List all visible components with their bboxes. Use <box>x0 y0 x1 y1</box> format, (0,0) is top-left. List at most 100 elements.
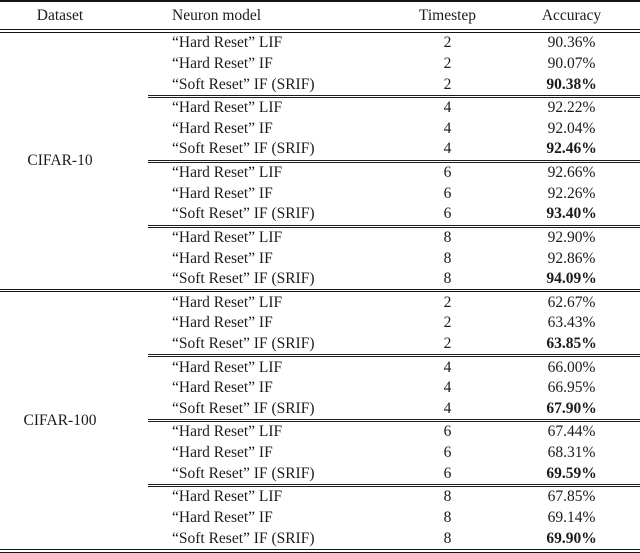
table-row: “Hard Reset” IF 4 92.04% <box>0 119 640 139</box>
timestep-cell: 6 <box>443 205 452 223</box>
timestep-cell: 8 <box>443 529 452 547</box>
accuracy-cell: 92.86% <box>547 249 596 267</box>
timestep-cell: 8 <box>443 270 452 288</box>
header-timestep: Timestep <box>400 1 495 33</box>
table-row: “Hard Reset” IF 2 90.07% <box>0 54 640 74</box>
timestep-cell: 2 <box>400 289 495 314</box>
neuron-model-cell: “Soft Reset” IF (SRIF) <box>172 270 315 288</box>
timestep-cell: 6 <box>400 159 495 184</box>
timestep-cell: 6 <box>400 419 495 443</box>
table-row: “Hard Reset” LIF 8 67.85% <box>0 483 640 508</box>
table-row: “Hard Reset” LIF 6 67.44% <box>0 419 640 443</box>
timestep-cell: 2 <box>443 54 452 72</box>
accuracy-cell: 92.66% <box>495 159 640 184</box>
table-row: “Hard Reset” IF 4 66.95% <box>0 378 640 398</box>
table-row: “Hard Reset” LIF 4 92.22% <box>0 94 640 119</box>
neuron-model-cell: “Hard Reset” LIF <box>148 354 400 378</box>
accuracy-cell: 94.09% <box>546 270 597 288</box>
accuracy-cell: 92.04% <box>547 119 596 137</box>
timestep-cell: 2 <box>443 314 452 332</box>
timestep-cell: 6 <box>443 184 452 202</box>
table-row: “Soft Reset” IF (SRIF) 2 90.38% <box>0 74 640 96</box>
neuron-model-cell: “Hard Reset” IF <box>172 379 273 397</box>
neuron-model-cell: “Hard Reset” IF <box>172 314 273 332</box>
header-neuron-model: Neuron model <box>148 1 400 33</box>
neuron-model-cell: “Soft Reset” IF (SRIF) <box>172 140 315 158</box>
timestep-cell: 4 <box>443 119 452 137</box>
dataset-cell: CIFAR-100 <box>0 289 148 551</box>
accuracy-cell: 66.00% <box>495 354 640 378</box>
accuracy-cell: 67.90% <box>546 399 597 417</box>
table-row: CIFAR-10 “Hard Reset” LIF 2 90.36% <box>0 31 640 169</box>
timestep-cell: 4 <box>443 140 452 158</box>
timestep-cell: 4 <box>443 379 452 397</box>
timestep-cell: 8 <box>400 224 495 249</box>
accuracy-cell: 68.31% <box>547 444 596 462</box>
timestep-cell: 2 <box>443 75 452 93</box>
neuron-model-cell: “Hard Reset” IF <box>172 184 273 202</box>
table-row: “Hard Reset” IF 8 92.86% <box>0 248 640 268</box>
table-row: “Soft Reset” IF (SRIF) 2 63.85% <box>0 334 640 356</box>
accuracy-cell: 92.46% <box>546 140 597 158</box>
accuracy-cell: 92.26% <box>547 184 596 202</box>
neuron-model-cell: “Hard Reset” IF <box>172 54 273 72</box>
table-row: “Hard Reset” IF 2 63.43% <box>0 313 640 333</box>
neuron-model-cell: “Soft Reset” IF (SRIF) <box>172 529 315 547</box>
table-row: “Soft Reset” IF (SRIF) 4 92.46% <box>0 139 640 161</box>
neuron-model-cell: “Soft Reset” IF (SRIF) <box>172 334 315 352</box>
neuron-model-cell: “Soft Reset” IF (SRIF) <box>172 399 315 417</box>
timestep-cell: 6 <box>443 464 452 482</box>
neuron-model-cell: “Hard Reset” LIF <box>148 224 400 249</box>
timestep-cell: 4 <box>400 94 495 119</box>
neuron-model-cell: “Hard Reset” IF <box>172 444 273 462</box>
table-row: CIFAR-100 “Hard Reset” LIF 2 62.67% <box>0 289 640 551</box>
neuron-model-cell: “Hard Reset” LIF <box>148 483 400 508</box>
table-row: “Soft Reset” IF (SRIF) 8 69.90% <box>0 528 640 551</box>
timestep-cell: 8 <box>443 249 452 267</box>
table-row: “Hard Reset” IF 6 68.31% <box>0 443 640 463</box>
header-row: Dataset Neuron model Timestep Accuracy <box>0 1 640 33</box>
timestep-cell: 4 <box>400 354 495 378</box>
accuracy-cell: 67.85% <box>495 483 640 508</box>
table-row: “Hard Reset” LIF 4 66.00% <box>0 354 640 378</box>
timestep-cell: 2 <box>443 334 452 352</box>
neuron-model-cell: “Hard Reset” IF <box>172 249 273 267</box>
accuracy-cell: 90.38% <box>546 75 597 93</box>
accuracy-cell: 69.14% <box>547 508 596 526</box>
neuron-model-cell: “Hard Reset” LIF <box>148 419 400 443</box>
header-dataset: Dataset <box>0 1 148 33</box>
accuracy-cell: 69.59% <box>546 464 597 482</box>
neuron-model-cell: “Hard Reset” LIF <box>148 289 400 314</box>
accuracy-cell: 63.85% <box>546 334 597 352</box>
neuron-model-cell: “Hard Reset” LIF <box>148 159 400 184</box>
accuracy-cell: 63.43% <box>547 314 596 332</box>
accuracy-cell: 62.67% <box>495 289 640 314</box>
dataset-cell: CIFAR-10 <box>27 152 93 170</box>
timestep-cell: 8 <box>443 508 452 526</box>
table-row: “Soft Reset” IF (SRIF) 6 93.40% <box>0 204 640 226</box>
table-row: “Soft Reset” IF (SRIF) 8 94.09% <box>0 269 640 291</box>
accuracy-cell: 66.95% <box>547 379 596 397</box>
neuron-model-cell: “Hard Reset” LIF <box>148 94 400 119</box>
neuron-model-cell: “Soft Reset” IF (SRIF) <box>172 205 315 223</box>
neuron-model-cell: “Hard Reset” IF <box>172 508 273 526</box>
accuracy-cell: 90.36% <box>547 34 596 52</box>
timestep-cell: 4 <box>443 399 452 417</box>
table-row: “Soft Reset” IF (SRIF) 6 69.59% <box>0 463 640 485</box>
timestep-cell: 8 <box>400 483 495 508</box>
table-row: “Hard Reset” IF 6 92.26% <box>0 183 640 203</box>
table-row: “Soft Reset” IF (SRIF) 4 67.90% <box>0 398 640 420</box>
neuron-model-cell: “Hard Reset” LIF <box>172 34 283 52</box>
accuracy-cell: 90.07% <box>547 54 596 72</box>
neuron-model-cell: “Soft Reset” IF (SRIF) <box>172 75 315 93</box>
accuracy-cell: 67.44% <box>495 419 640 443</box>
table-row: “Hard Reset” IF 8 69.14% <box>0 508 640 528</box>
header-accuracy: Accuracy <box>495 1 640 33</box>
timestep-cell: 6 <box>443 444 452 462</box>
accuracy-cell: 92.90% <box>495 224 640 249</box>
accuracy-cell: 69.90% <box>546 529 597 547</box>
table-row: “Hard Reset” LIF 6 92.66% <box>0 159 640 184</box>
table-row: “Hard Reset” LIF 8 92.90% <box>0 224 640 249</box>
timestep-cell: 2 <box>443 34 452 52</box>
